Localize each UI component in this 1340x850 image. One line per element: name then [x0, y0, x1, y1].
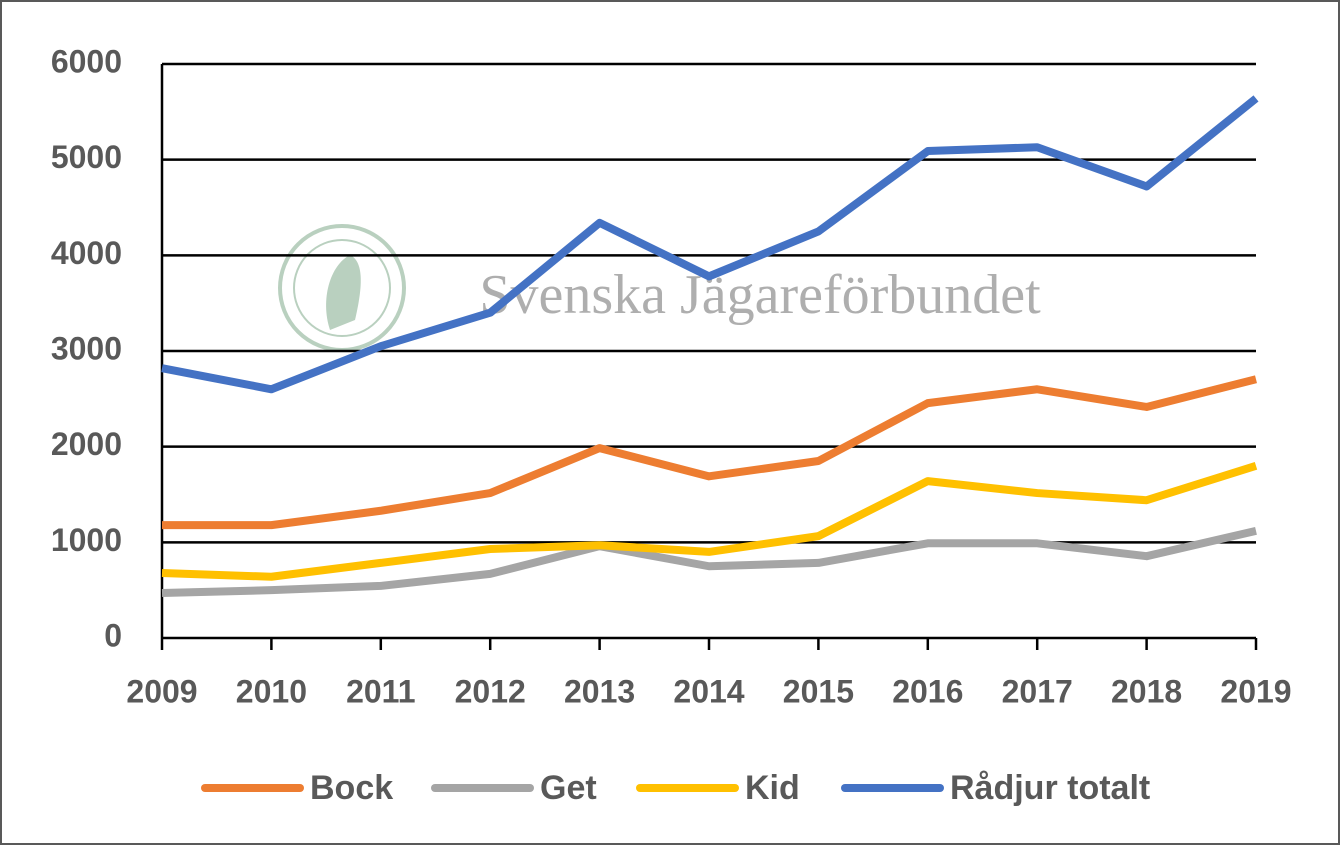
- x-tick-label: 2010: [236, 673, 307, 709]
- y-tick-label: 4000: [51, 235, 122, 271]
- y-tick-label: 3000: [51, 330, 122, 366]
- x-tick-label: 2012: [455, 673, 526, 709]
- series-line: [161, 95, 1259, 394]
- x-tick-label: 2011: [346, 673, 415, 709]
- x-tick-label: 2009: [126, 673, 197, 709]
- legend-label: Get: [540, 769, 597, 807]
- series-line: [162, 375, 1257, 530]
- legend-label: Rådjur totalt: [950, 769, 1150, 807]
- series-line: [161, 461, 1258, 581]
- x-tick-label: 2015: [783, 673, 854, 709]
- legend-label: Bock: [310, 769, 393, 807]
- x-tick-label: 2013: [564, 673, 635, 709]
- y-tick-label: 1000: [51, 522, 122, 558]
- y-tick-label: 6000: [51, 43, 122, 79]
- y-tick-label: 5000: [51, 139, 122, 175]
- x-tick-label: 2014: [673, 673, 744, 709]
- x-tick-label: 2017: [1002, 673, 1073, 709]
- watermark: Svenska Jägareförbundet: [479, 264, 1041, 326]
- series-line: [161, 526, 1257, 598]
- y-tick-label: 2000: [51, 426, 122, 462]
- x-tick-label: 2019: [1220, 673, 1291, 709]
- y-tick-label: 0: [104, 617, 122, 653]
- x-tick-label: 2016: [892, 673, 963, 709]
- legend-label: Kid: [745, 769, 800, 807]
- x-tick-label: 2018: [1111, 673, 1182, 709]
